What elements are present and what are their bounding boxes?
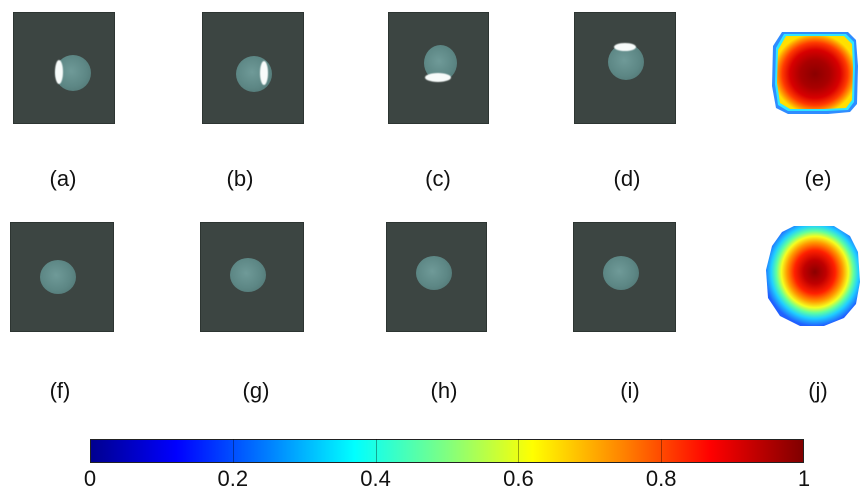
caption-h: (h) [430,378,458,403]
photo-i [573,222,676,332]
colorbar [90,439,804,463]
caption-c: (c) [425,166,451,191]
caption-j: (j) [808,378,828,403]
colorbar-tick [661,439,663,463]
highlight-bottom [425,73,451,82]
caption-g: (g) [242,378,270,403]
caption-e: (e) [804,166,832,191]
caption-f: (f) [49,378,71,403]
caption-a: (a) [49,166,77,191]
colorbar-tick-label: 0.4 [360,466,391,491]
highlight-top [614,43,636,51]
caption-d: (d) [613,166,641,191]
photo-g [200,222,304,332]
highlight-right [260,61,268,85]
photo-b [202,12,304,124]
colorbar-tick [518,439,520,463]
highlight-left [55,60,63,84]
colorbar-tick-label: 1 [797,466,811,491]
photo-h [386,222,487,332]
photo-d [574,12,676,124]
photo-f [10,222,114,332]
heatmap-e [772,32,858,114]
sphere [40,260,76,294]
sphere [603,256,639,290]
photo-a [13,12,115,124]
colorbar-tick-label: 0 [83,466,97,491]
colorbar-tick-label: 0.8 [645,466,677,491]
colorbar-tick [232,439,234,463]
photo-c [388,12,489,124]
colorbar-tick-label: 0.6 [503,466,534,491]
heatmap-j [766,226,860,326]
caption-i: (i) [620,378,640,403]
sphere [416,256,452,290]
colorbar-tick [375,439,377,463]
sphere [230,258,266,292]
caption-b: (b) [226,166,254,191]
colorbar-tick-label: 0.2 [217,466,249,491]
